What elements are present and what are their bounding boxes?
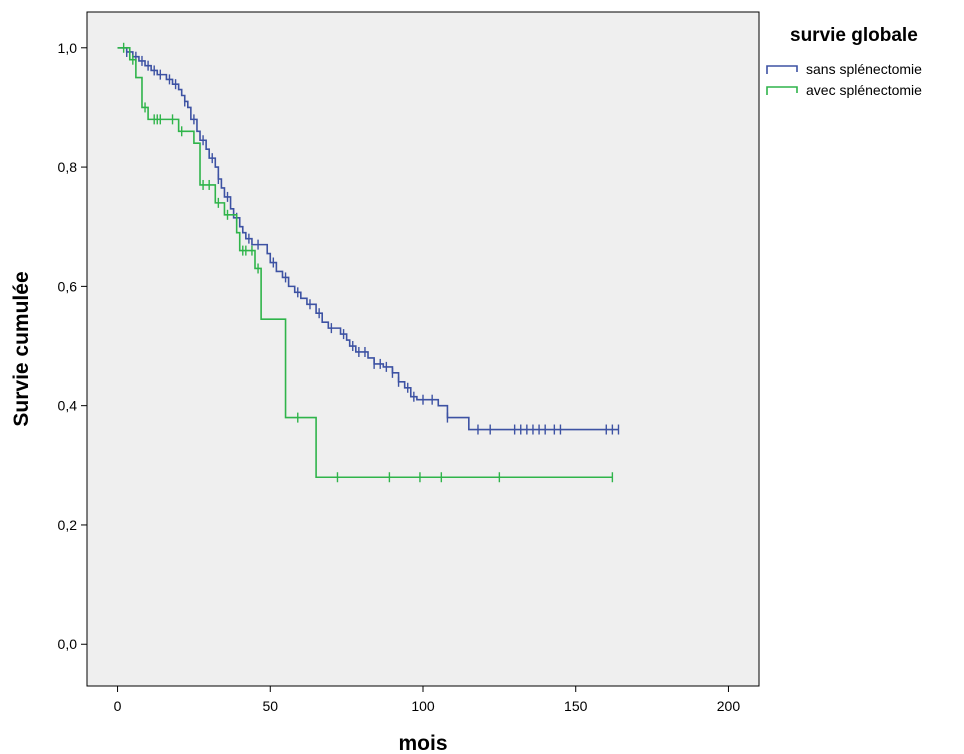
plot-area: [86, 11, 760, 687]
x-tick-label: 200: [717, 698, 741, 714]
x-tick-label: 0: [114, 698, 122, 714]
x-tick-label: 100: [411, 698, 435, 714]
y-tick-label: 0,2: [58, 517, 78, 533]
y-tick-label: 1,0: [58, 40, 78, 56]
series-line-0: [117, 46, 619, 431]
y-axis-title: Survie cumulée: [10, 271, 33, 426]
y-tick-label: 0,4: [58, 398, 78, 414]
series-line-1: [117, 46, 613, 479]
legend-label-sans-splenectomie: sans splénectomie: [806, 61, 922, 77]
x-tick-label: 150: [564, 698, 588, 714]
y-tick-label: 0,8: [58, 159, 78, 175]
legend-label-avec-splenectomie: avec splénectomie: [806, 82, 922, 98]
x-axis: 0 50 100 150 200: [114, 686, 741, 714]
series-layer: [117, 42, 620, 483]
x-tick-label: 50: [262, 698, 278, 714]
x-axis-title: mois: [398, 732, 447, 754]
y-tick-label: 0,0: [58, 636, 78, 652]
legend: survie globale sans splénectomie avec sp…: [766, 25, 922, 98]
legend-swatch-avec-splenectomie: [766, 86, 798, 95]
legend-swatch-sans-splenectomie: [766, 65, 798, 74]
y-tick-label: 0,6: [58, 278, 78, 294]
y-axis: 0,0 0,2 0,4 0,6 0,8 1,0: [58, 40, 87, 652]
legend-title: survie globale: [790, 25, 918, 46]
